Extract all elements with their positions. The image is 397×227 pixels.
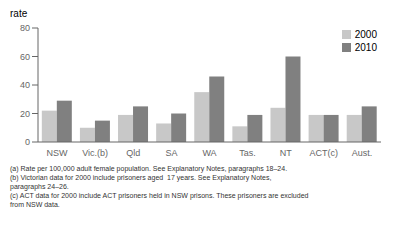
svg-text:Tas.: Tas. <box>239 148 256 158</box>
html-text:rate: rate <box>10 8 28 19</box>
svg-text:40: 40 <box>20 80 30 90</box>
svg-text:NSW: NSW <box>47 148 69 158</box>
html-text:(c) ACT data for 2000 include: (c) ACT data for 2000 include ACT prison… <box>10 192 309 199</box>
svg-text:NT: NT <box>280 148 292 158</box>
html-text:(b) Victorian data for 2000 in: (b) Victorian data for 2000 include pris… <box>10 174 272 181</box>
svg-text:0: 0 <box>25 137 30 147</box>
html-text:2000: 2000 <box>354 29 377 40</box>
svg-text:80: 80 <box>20 23 30 33</box>
html-text:paragraphs 24–26.: paragraphs 24–26. <box>10 183 69 190</box>
svg-text:WA: WA <box>202 148 216 158</box>
html-text:2010: 2010 <box>354 42 377 53</box>
svg-text:60: 60 <box>20 52 30 62</box>
svg-text:ACT(c): ACT(c) <box>310 148 339 158</box>
svg-text:SA: SA <box>165 148 177 158</box>
svg-text:20: 20 <box>20 109 30 119</box>
html-text:(a) Rate per 100,000 adult fem: (a) Rate per 100,000 adult female popula… <box>10 165 288 172</box>
svg-text:Aust.: Aust. <box>352 148 373 158</box>
svg-text:Qld: Qld <box>126 148 140 158</box>
svg-text:Vic.(b): Vic.(b) <box>82 148 108 158</box>
html-text:from NSW data.: from NSW data. <box>10 201 60 208</box>
